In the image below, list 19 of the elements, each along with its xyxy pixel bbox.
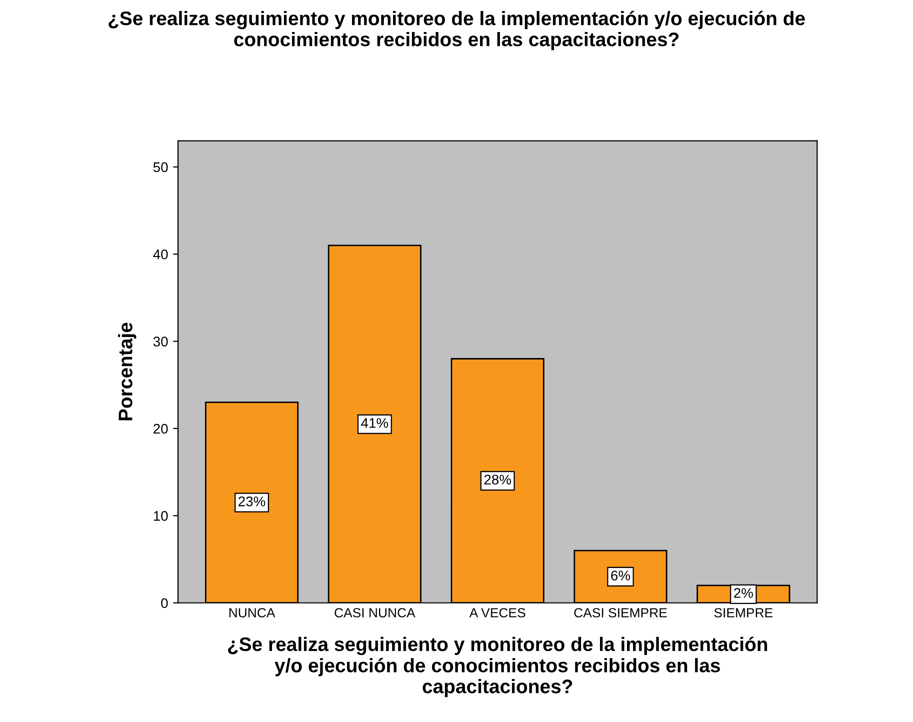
x-tick-label: CASI NUNCA — [334, 608, 416, 618]
y-tick-label: 40 — [153, 249, 168, 260]
x-tick-label: SIEMPRE — [714, 608, 773, 618]
data-label: 23% — [238, 496, 266, 506]
data-label: 41% — [361, 418, 388, 428]
data-label: 28% — [484, 474, 511, 485]
y-tick-label: 50 — [153, 162, 168, 172]
y-tick-label: 20 — [154, 424, 168, 434]
x-tick-label: NUNCA — [229, 608, 276, 618]
chart-title: ¿Se realiza seguimiento y monitoreo de la implementación y/o ejecución de conocimientos recibidos en las capacitaciones? — [108, 10, 805, 50]
y-axis-title: Porcentaje — [118, 322, 136, 420]
y-tick-label: 10 — [154, 511, 168, 521]
y-tick-label: 30 — [153, 336, 168, 346]
y-tick-label: 0 — [161, 598, 168, 608]
x-axis-title: ¿Se realiza seguimiento y monitoreo de la implementación y/o ejecución de conocimientos recibidos en las capacitaciones? — [228, 636, 768, 698]
x-tick-label: CASI SIEMPRE — [574, 608, 667, 618]
data-label: 6% — [611, 570, 630, 580]
data-label: 2% — [734, 588, 753, 598]
x-tick-label: A VECES — [469, 608, 526, 618]
